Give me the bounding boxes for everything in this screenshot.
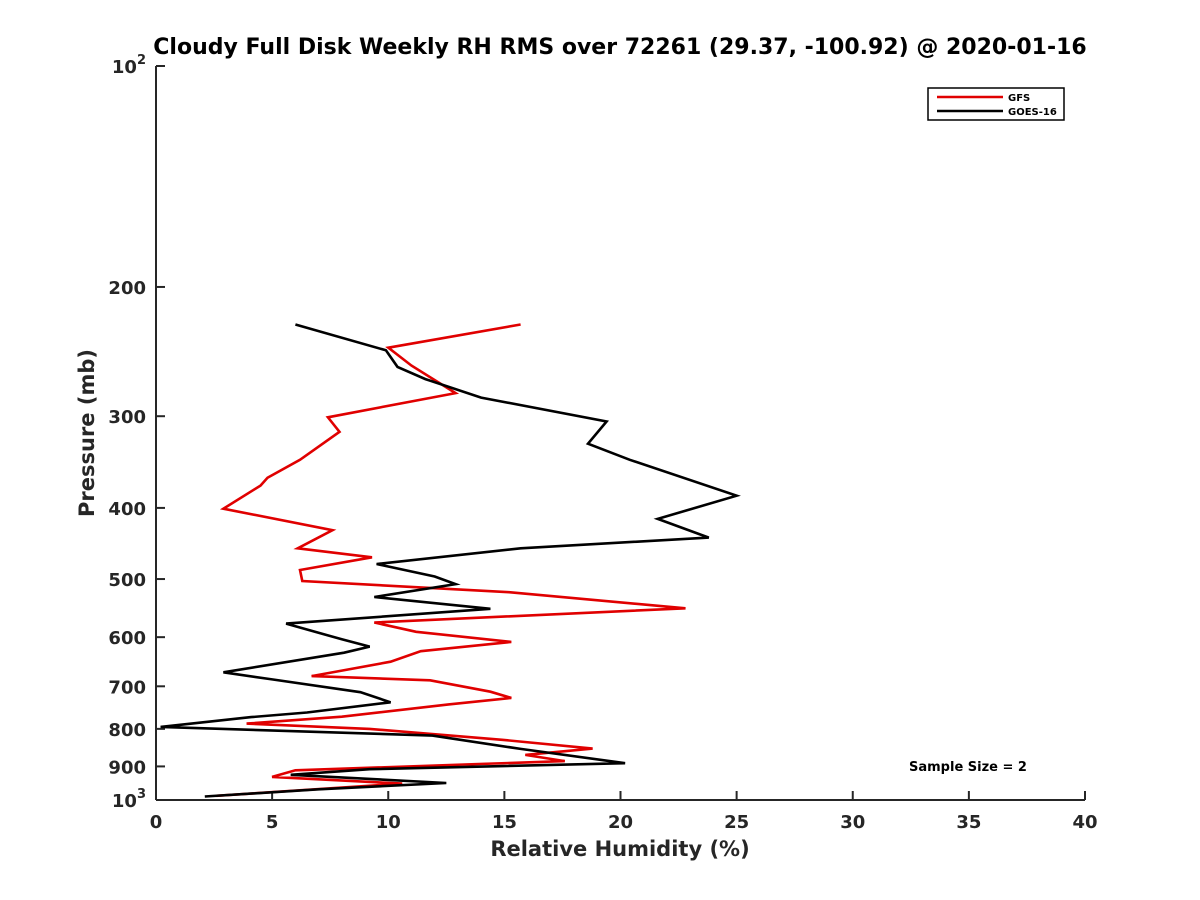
y-tick-label: 500 [108,570,146,591]
y-tick-label: 200 [108,278,146,299]
x-tick-label: 30 [840,812,865,833]
y-tick-label: 300 [108,407,146,428]
sample-size-annotation: Sample Size = 2 [909,760,1027,775]
y-tick-label: 700 [108,677,146,698]
x-axis-label: Relative Humidity (%) [490,837,749,861]
y-axis-label: Pressure (mb) [75,349,99,517]
y-tick-label: 103 [112,787,146,812]
legend-label-goes16: GOES-16 [1008,107,1057,118]
x-tick-label: 15 [492,812,517,833]
y-tick-label: 900 [108,757,146,778]
x-tick-label: 5 [266,812,279,833]
x-tick-label: 0 [150,812,163,833]
y-tick-label: 102 [112,53,146,78]
y-tick-label: 800 [108,720,146,741]
y-axis-ticks: 102 200 300 400 500 600 700 800 900 103 [108,53,165,812]
y-tick-label: 600 [108,628,146,649]
series-layer [160,323,741,798]
y-tick-label: 400 [108,499,146,520]
x-tick-label: 40 [1072,812,1097,833]
x-tick-label: 25 [724,812,749,833]
chart-title: Cloudy Full Disk Weekly RH RMS over 7226… [153,35,1086,60]
x-tick-label: 35 [956,812,981,833]
x-tick-label: 10 [376,812,401,833]
series-line-gfs [216,323,686,798]
x-tick-label: 20 [608,812,633,833]
legend-label-gfs: GFS [1008,93,1030,104]
legend-box [927,87,1065,121]
series-line-goes-16 [160,323,741,798]
legend: GFS GOES-16 [927,87,1065,121]
x-axis-ticks: 0 5 10 15 20 25 30 35 40 [150,791,1098,833]
